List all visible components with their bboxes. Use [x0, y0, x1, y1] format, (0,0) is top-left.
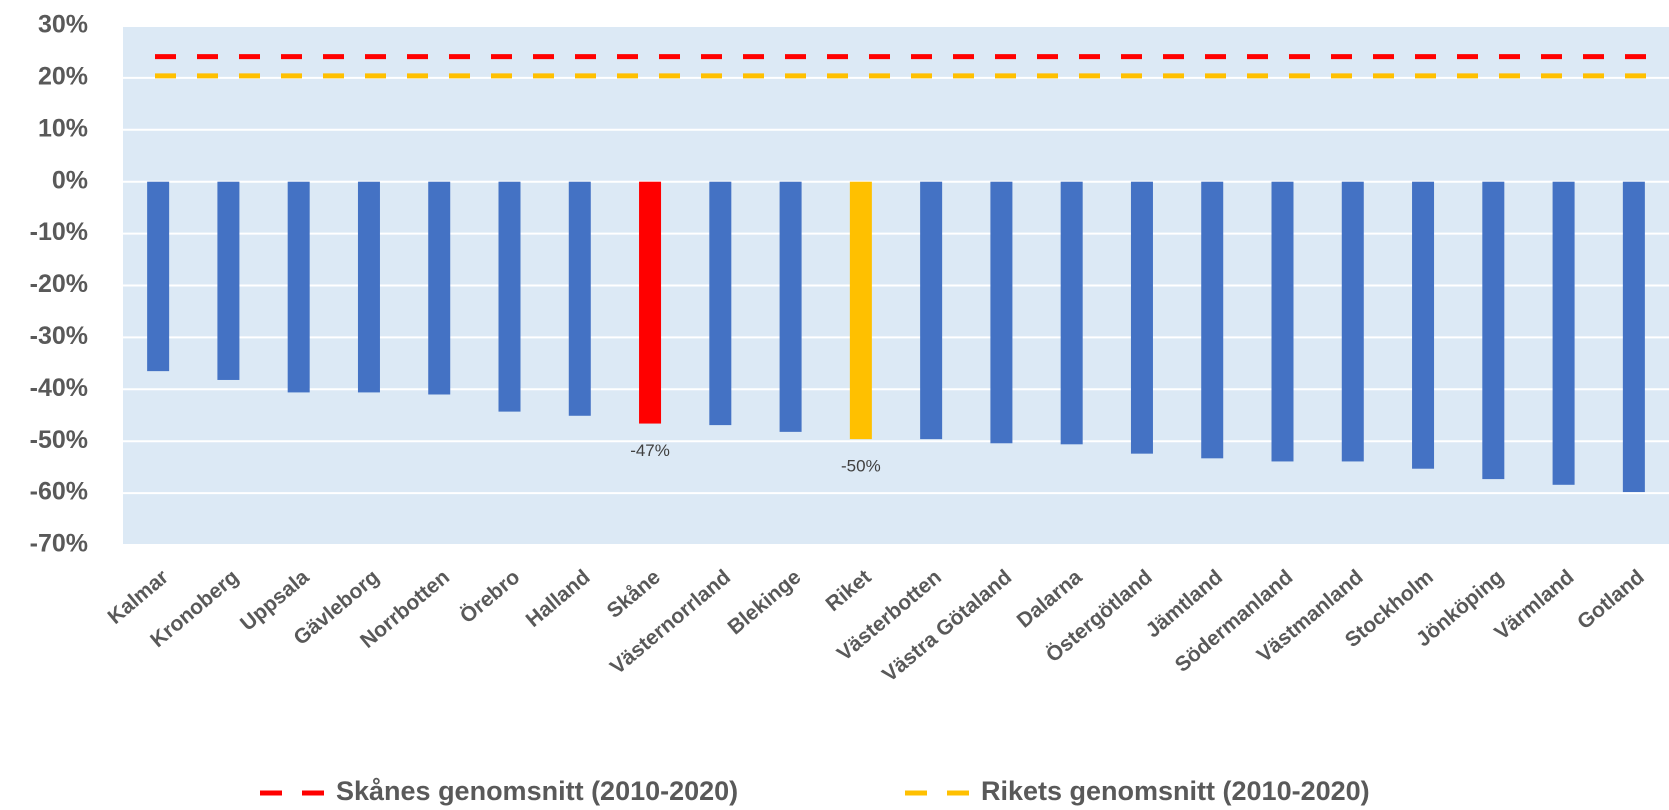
- x-tick-label: Södermanland: [1171, 565, 1298, 676]
- bar: [1412, 181, 1435, 469]
- bar: [920, 181, 943, 440]
- bar: [428, 181, 451, 395]
- x-tick-label: Gotland: [1573, 565, 1649, 634]
- x-tick-label: Kalmar: [104, 565, 173, 628]
- bar: [1482, 181, 1505, 480]
- bar: [568, 181, 591, 416]
- x-tick-label: Blekinge: [724, 565, 806, 639]
- legend-label: Skånes genomsnitt (2010-2020): [336, 776, 738, 806]
- legend-label: Rikets genomsnitt (2010-2020): [981, 776, 1370, 806]
- bar: [287, 181, 310, 393]
- x-tick-label: Örebro: [456, 565, 524, 628]
- x-tick-label: Värmland: [1490, 565, 1578, 644]
- bar: [1552, 181, 1575, 485]
- y-tick-label: -10%: [30, 218, 88, 246]
- bar: [1622, 181, 1645, 493]
- bar: [779, 181, 802, 432]
- bar: [357, 181, 380, 393]
- bar: [1271, 181, 1294, 462]
- y-tick-label: -70%: [30, 530, 88, 558]
- x-tick-label: Riket: [822, 565, 876, 616]
- bar: [849, 181, 872, 440]
- y-tick-label: 30%: [38, 11, 88, 39]
- y-tick-label: -60%: [30, 478, 88, 506]
- bar: [1201, 181, 1224, 459]
- bar: [1130, 181, 1153, 454]
- x-tick-label: Skåne: [603, 565, 665, 622]
- value-label: -50%: [841, 457, 881, 476]
- bar: [498, 181, 521, 412]
- y-tick-label: -20%: [30, 270, 88, 298]
- x-tick-label: Västernorrland: [606, 565, 735, 679]
- bar: [147, 181, 170, 372]
- y-tick-label: -40%: [30, 374, 88, 402]
- y-tick-label: 20%: [38, 63, 88, 91]
- bar: [1341, 181, 1364, 462]
- y-tick-label: 0%: [52, 166, 88, 194]
- x-tick-label: Halland: [522, 565, 595, 631]
- y-tick-label: -50%: [30, 426, 88, 454]
- bar: [990, 181, 1013, 444]
- y-tick-label: 10%: [38, 114, 88, 142]
- bar: [217, 181, 240, 380]
- bar: [639, 181, 662, 424]
- x-tick-label: Västra Götaland: [878, 565, 1016, 686]
- bar: [709, 181, 732, 426]
- bar: [1060, 181, 1083, 445]
- value-label: -47%: [630, 441, 670, 460]
- y-tick-label: -30%: [30, 322, 88, 350]
